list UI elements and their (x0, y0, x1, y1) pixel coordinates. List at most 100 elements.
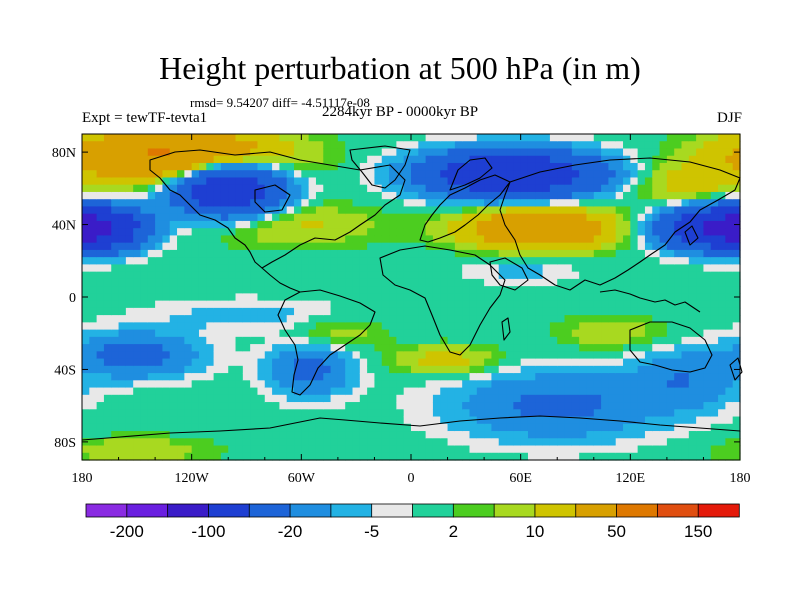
field-cell (630, 206, 639, 215)
field-cell (637, 220, 646, 229)
field-cell (579, 286, 588, 294)
field-cell (710, 271, 719, 280)
field-cell (191, 445, 200, 454)
field-cell (177, 416, 185, 425)
field-cell (374, 184, 383, 193)
field-cell (213, 402, 222, 410)
field-cell (301, 445, 310, 454)
field-cell (447, 452, 456, 461)
field-cell (169, 365, 178, 374)
field-cell (140, 445, 149, 454)
field-cell (301, 148, 310, 157)
field-cell (396, 271, 405, 280)
field-cell (191, 155, 200, 164)
field-cell (294, 134, 302, 142)
field-cell (381, 228, 390, 237)
field-cell (162, 307, 171, 316)
field-cell (579, 177, 588, 186)
field-cell (396, 402, 405, 410)
field-cell (125, 351, 134, 360)
field-cell (96, 358, 105, 367)
field-cell (535, 271, 544, 280)
field-cell (432, 177, 441, 186)
field-cell (345, 177, 354, 186)
field-cell (447, 416, 456, 425)
field-cell (162, 242, 171, 251)
field-cell (264, 220, 273, 229)
field-cell (89, 249, 98, 258)
field-cell (162, 452, 171, 461)
field-cell (235, 191, 244, 200)
field-cell (257, 344, 266, 352)
field-cell (644, 438, 653, 447)
field-cell (637, 249, 646, 258)
field-cell (542, 228, 551, 237)
field-cell (432, 329, 441, 338)
field-cell (374, 134, 383, 142)
field-cell (286, 278, 295, 287)
field-cell (579, 358, 588, 367)
field-cell (630, 336, 639, 345)
field-cell (411, 365, 419, 374)
field-cell (352, 322, 361, 331)
field-cell (89, 199, 98, 208)
field-cell (703, 228, 712, 237)
field-cell (103, 351, 112, 360)
field-cell (593, 423, 602, 432)
field-cell (652, 220, 661, 229)
field-cell (491, 206, 500, 215)
field-cell (323, 438, 332, 447)
field-cell (469, 134, 478, 142)
field-cell (235, 358, 244, 367)
field-cell (257, 206, 266, 215)
field-cell (718, 184, 726, 193)
field-cell (432, 148, 441, 157)
field-cell (425, 134, 434, 142)
field-cell (623, 402, 631, 410)
field-cell (411, 307, 419, 316)
field-cell (542, 264, 551, 273)
field-cell (418, 257, 427, 265)
field-cell (198, 271, 207, 280)
field-cell (250, 242, 259, 251)
field-cell (103, 322, 112, 331)
field-cell (242, 452, 251, 461)
field-cell (82, 322, 90, 331)
field-cell (666, 242, 675, 251)
field-cell (286, 257, 295, 265)
field-cell (608, 162, 617, 171)
field-cell (425, 336, 434, 345)
field-cell (718, 257, 726, 265)
field-cell (235, 329, 244, 338)
field-cell (118, 300, 127, 309)
field-cell (396, 445, 405, 454)
field-cell (162, 184, 171, 193)
field-cell (337, 416, 346, 425)
field-cell (162, 387, 171, 396)
field-cell (615, 257, 624, 265)
field-cell (725, 293, 734, 302)
field-cell (732, 249, 741, 258)
field-cell (133, 452, 142, 461)
field-cell (462, 315, 471, 323)
field-cell (272, 394, 280, 403)
field-cell (674, 177, 683, 186)
field-cell (718, 271, 726, 280)
field-cell (652, 307, 661, 316)
field-cell (82, 351, 90, 360)
field-cell (549, 170, 558, 179)
field-cell (206, 387, 215, 396)
field-cell (601, 431, 609, 439)
field-cell (103, 307, 112, 316)
field-cell (323, 394, 332, 403)
field-cell (571, 257, 580, 265)
field-cell (484, 235, 493, 244)
field-cell (294, 264, 302, 273)
field-cell (396, 409, 405, 418)
field-cell (155, 206, 164, 215)
field-cell (198, 278, 207, 287)
field-cell (345, 431, 354, 439)
field-cell (89, 358, 98, 367)
field-cell (330, 278, 339, 287)
field-cell (294, 177, 302, 186)
